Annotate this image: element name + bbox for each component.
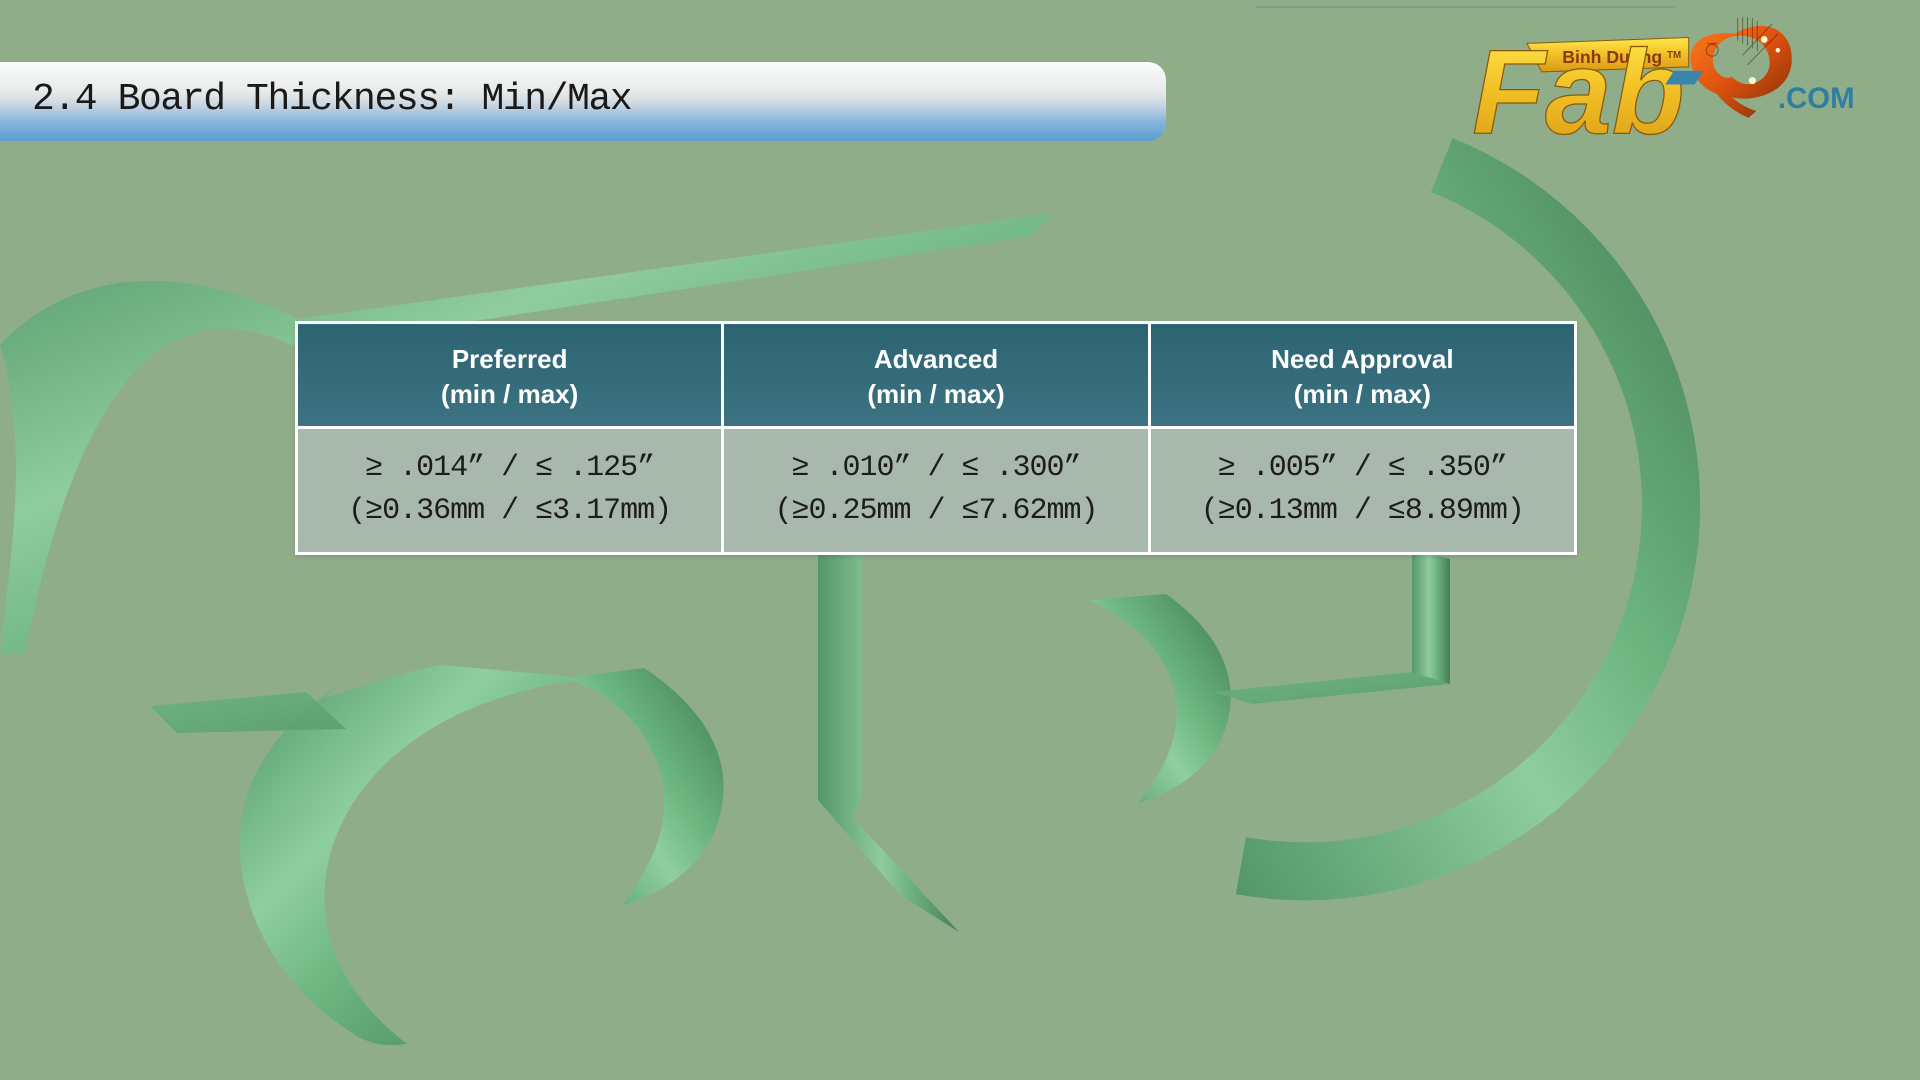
svg-text:Fab: Fab <box>1472 27 1685 160</box>
svg-text:.COM: .COM <box>1778 82 1855 115</box>
